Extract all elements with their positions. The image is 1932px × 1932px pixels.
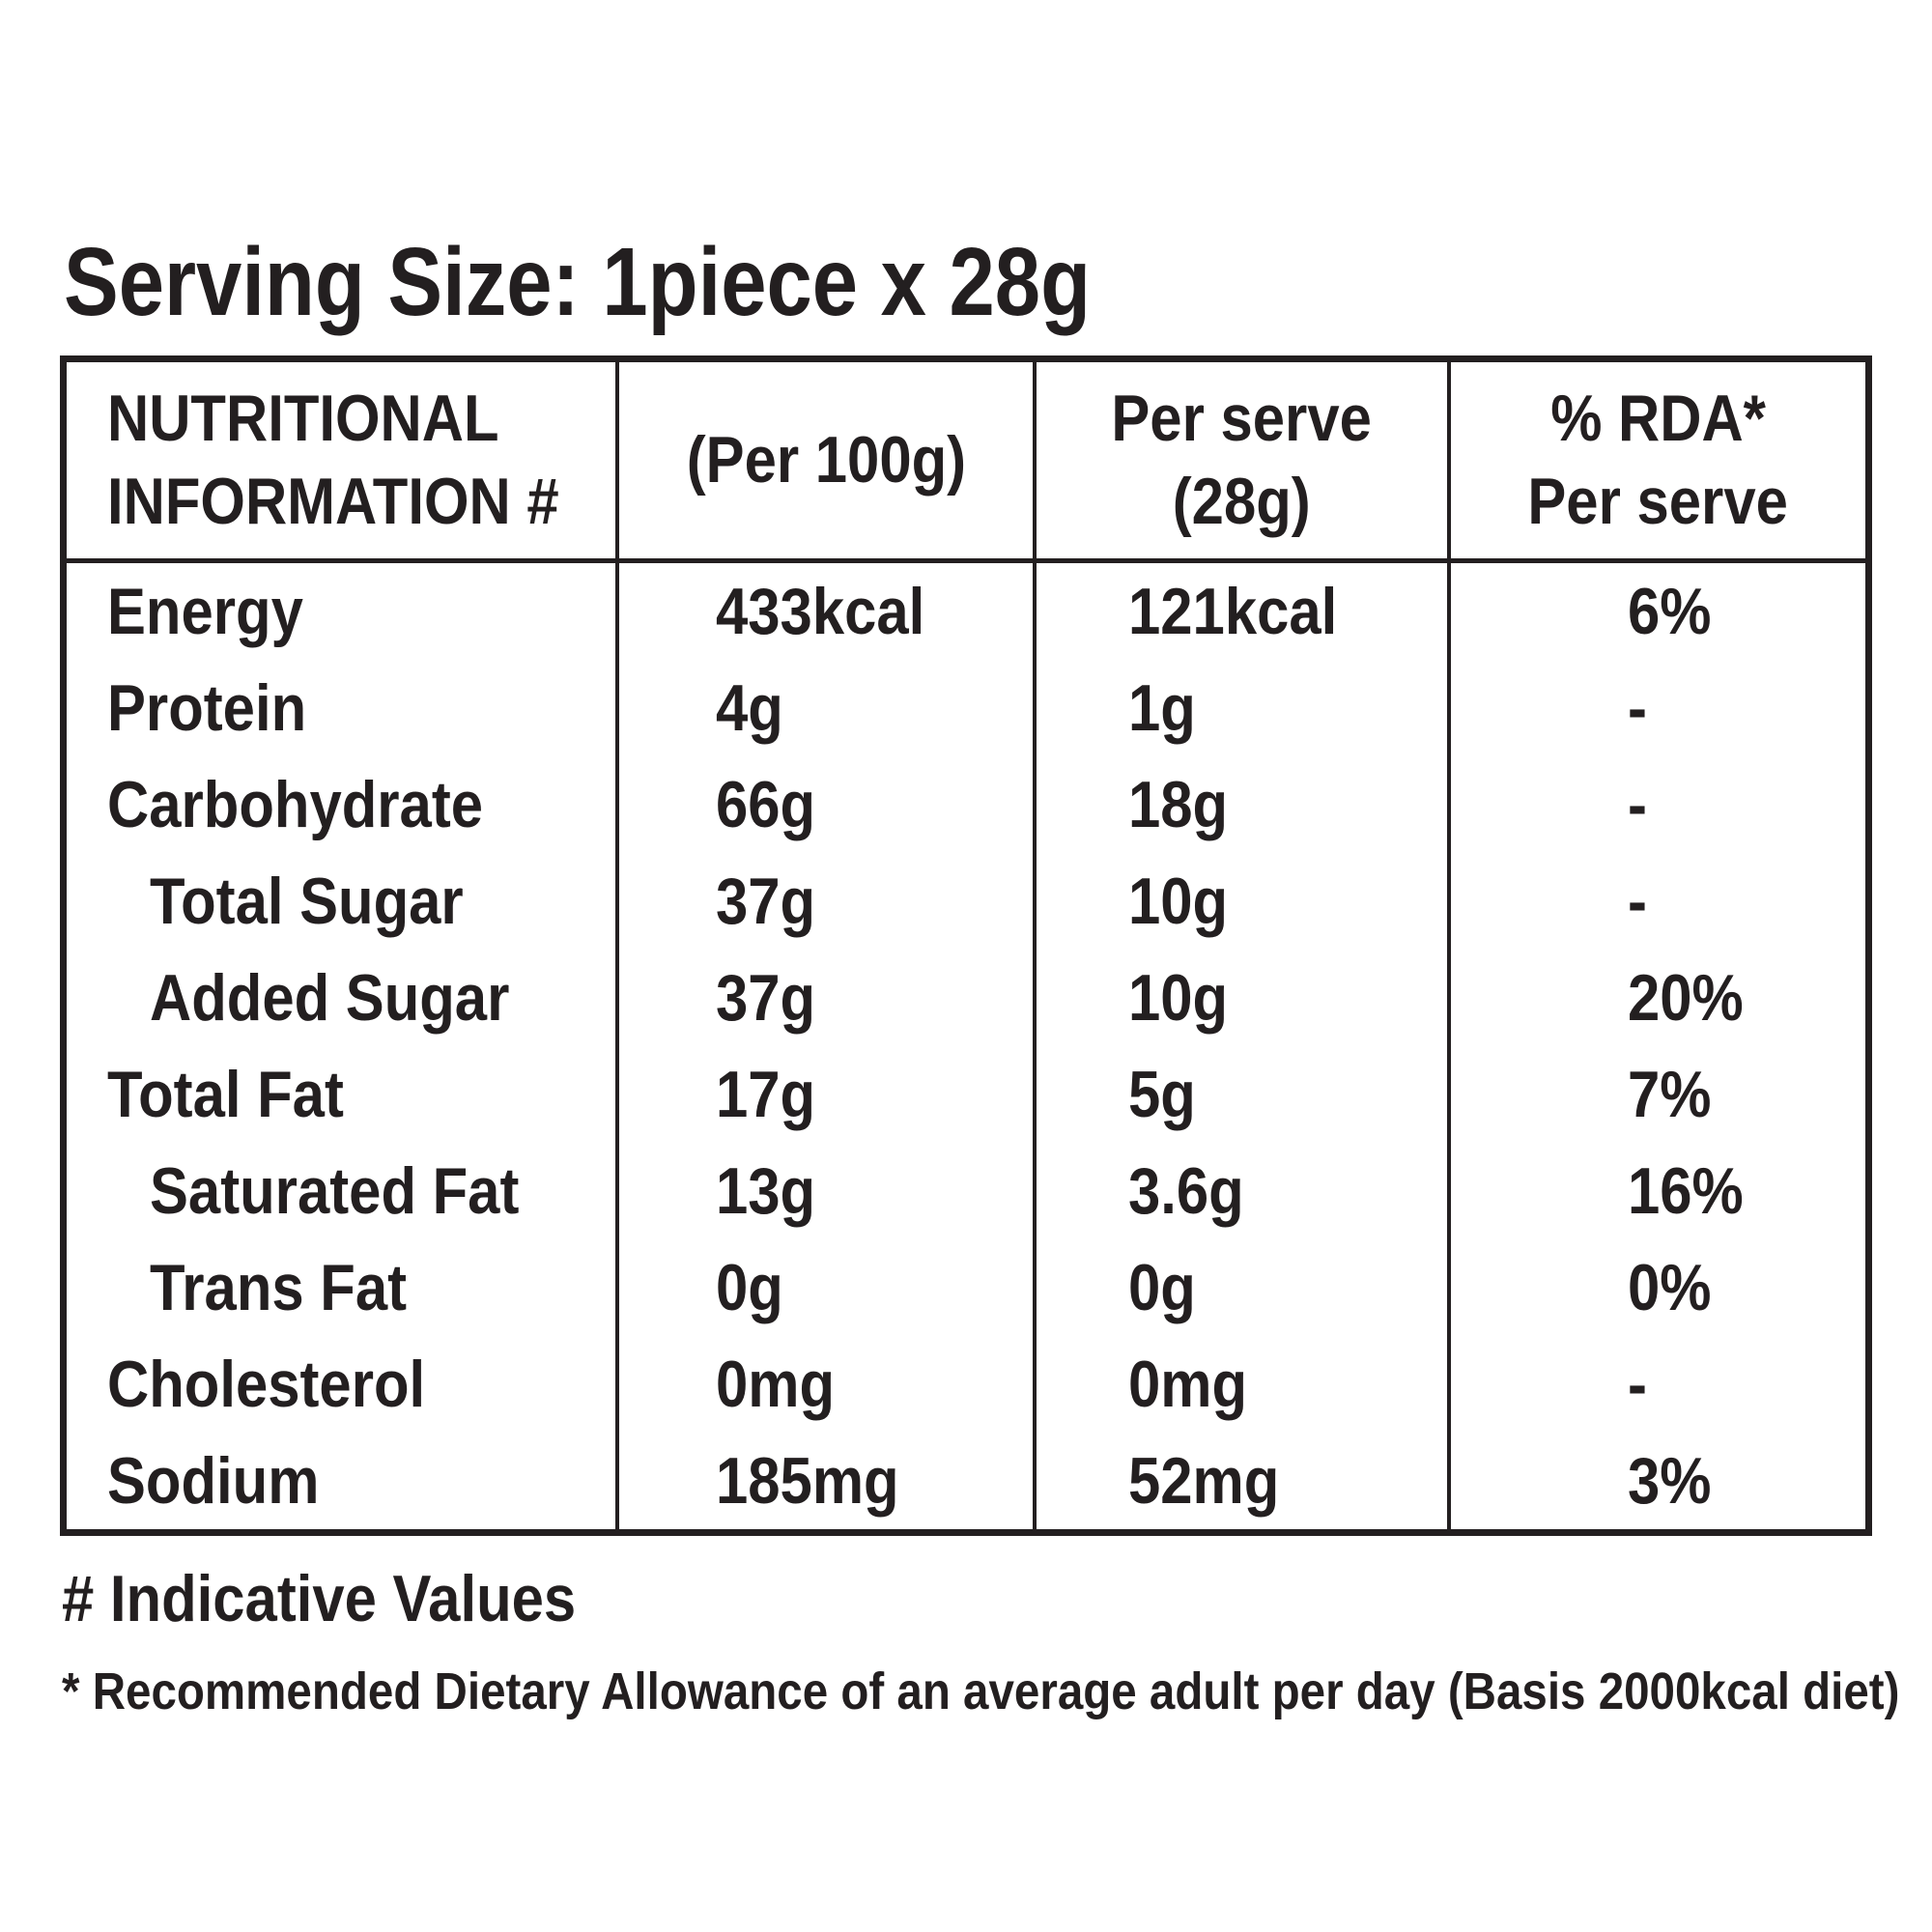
value-rda-text: - [1628,1348,1647,1421]
nutrient-label: Trans Fat [67,1239,619,1336]
value-rda-text: 7% [1628,1058,1712,1131]
nutrient-label: Carbohydrate [67,756,619,853]
value-per-serve: 10g [1037,853,1451,950]
value-per-serve: 10g [1037,950,1451,1046]
value-rda-per-serve: - [1451,1336,1865,1433]
value-rda-text: - [1628,865,1647,938]
value-rda-per-serve: 20% [1451,950,1865,1046]
nutrient-label: Sodium [67,1433,619,1529]
value-rda-text: 0% [1628,1251,1712,1324]
value-per-serve-text: 5g [1128,1058,1196,1131]
value-rda-text: 20% [1628,961,1744,1035]
header-cell-rda: % RDA* Per serve [1451,362,1865,563]
value-per-100g: 185mg [619,1433,1037,1529]
value-per-100g: 433kcal [619,563,1037,660]
value-per-100g-text: 433kcal [716,575,925,648]
nutrient-label: Total Sugar [67,853,619,950]
value-rda-text: - [1628,671,1647,745]
value-per-serve-text: 52mg [1128,1444,1280,1518]
nutrition-table: NUTRITIONAL INFORMATION # (Per 100g) Per… [60,355,1872,1536]
header-rda-line2: Per serve [1527,464,1789,538]
value-per-serve: 0g [1037,1239,1451,1336]
value-per-serve-text: 10g [1128,961,1229,1035]
header-per-serve-line1: Per serve [1111,381,1373,455]
nutrient-label-text: Trans Fat [150,1251,408,1324]
value-per-100g: 66g [619,756,1037,853]
value-per-serve: 3.6g [1037,1143,1451,1239]
header-nutritional-line2: INFORMATION # [107,464,559,538]
nutrient-label-text: Sodium [107,1444,320,1518]
value-rda-per-serve: - [1451,756,1865,853]
value-rda-per-serve: 7% [1451,1046,1865,1143]
value-per-100g-text: 17g [716,1058,816,1131]
nutrient-label: Protein [67,660,619,756]
value-rda-per-serve: 6% [1451,563,1865,660]
value-per-serve: 52mg [1037,1433,1451,1529]
value-rda-text: - [1628,768,1647,841]
nutrient-label-text: Added Sugar [150,961,510,1035]
footnote-indicative-values: # Indicative Values [62,1563,646,1635]
value-per-serve-text: 0mg [1128,1348,1248,1421]
value-per-100g-text: 0mg [716,1348,836,1421]
header-nutritional-line1: NUTRITIONAL [107,381,499,455]
value-per-100g: 4g [619,660,1037,756]
value-per-100g: 0mg [619,1336,1037,1433]
nutrient-label-text: Protein [107,671,307,745]
nutrient-label: Added Sugar [67,950,619,1046]
footnote-indicative-text: # Indicative Values [62,1562,577,1635]
value-per-serve: 0mg [1037,1336,1451,1433]
value-per-100g-text: 66g [716,768,816,841]
serving-size-title: Serving Size: 1piece x 28g [64,232,1272,333]
value-per-serve-text: 3.6g [1128,1154,1244,1228]
value-per-100g-text: 13g [716,1154,816,1228]
value-per-serve-text: 121kcal [1128,575,1338,648]
value-per-serve-text: 18g [1128,768,1229,841]
value-rda-per-serve: - [1451,660,1865,756]
value-per-100g-text: 185mg [716,1444,899,1518]
value-per-serve: 121kcal [1037,563,1451,660]
nutrient-label-text: Carbohydrate [107,768,484,841]
header-per-serve-line2: (28g) [1173,464,1311,538]
header-cell-per-serve: Per serve (28g) [1037,362,1451,563]
serving-size-text: Serving Size: 1piece x 28g [64,228,1092,336]
value-per-serve: 5g [1037,1046,1451,1143]
value-rda-text: 16% [1628,1154,1744,1228]
nutrient-label-text: Cholesterol [107,1348,426,1421]
value-per-serve-text: 10g [1128,865,1229,938]
value-rda-per-serve: 0% [1451,1239,1865,1336]
header-cell-nutritional-information: NUTRITIONAL INFORMATION # [67,362,619,563]
value-per-100g: 17g [619,1046,1037,1143]
value-per-100g: 0g [619,1239,1037,1336]
header-rda-line1: % RDA* [1550,381,1766,455]
value-per-serve: 1g [1037,660,1451,756]
nutrient-label-text: Total Sugar [150,865,464,938]
nutrient-label-text: Total Fat [107,1058,344,1131]
nutrient-label-text: Saturated Fat [150,1154,520,1228]
value-per-100g: 37g [619,950,1037,1046]
value-per-100g-text: 4g [716,671,783,745]
value-per-serve: 18g [1037,756,1451,853]
nutrient-label-text: Energy [107,575,303,648]
header-per-100g-text: (Per 100g) [686,422,966,497]
nutrient-label: Total Fat [67,1046,619,1143]
value-rda-text: 3% [1628,1444,1712,1518]
value-per-100g-text: 0g [716,1251,783,1324]
footnote-rda-text: * Recommended Dietary Allowance of an av… [62,1662,1900,1720]
nutrient-label: Saturated Fat [67,1143,619,1239]
value-per-100g: 37g [619,853,1037,950]
header-cell-per-100g: (Per 100g) [619,362,1037,563]
footnote-rda-definition: * Recommended Dietary Allowance of an av… [62,1662,1932,1720]
value-rda-per-serve: 3% [1451,1433,1865,1529]
nutrient-label: Cholesterol [67,1336,619,1433]
nutrient-label: Energy [67,563,619,660]
value-per-100g: 13g [619,1143,1037,1239]
value-rda-per-serve: 16% [1451,1143,1865,1239]
value-per-100g-text: 37g [716,865,816,938]
value-rda-text: 6% [1628,575,1712,648]
value-per-serve-text: 1g [1128,671,1196,745]
value-per-serve-text: 0g [1128,1251,1196,1324]
value-rda-per-serve: - [1451,853,1865,950]
value-per-100g-text: 37g [716,961,816,1035]
